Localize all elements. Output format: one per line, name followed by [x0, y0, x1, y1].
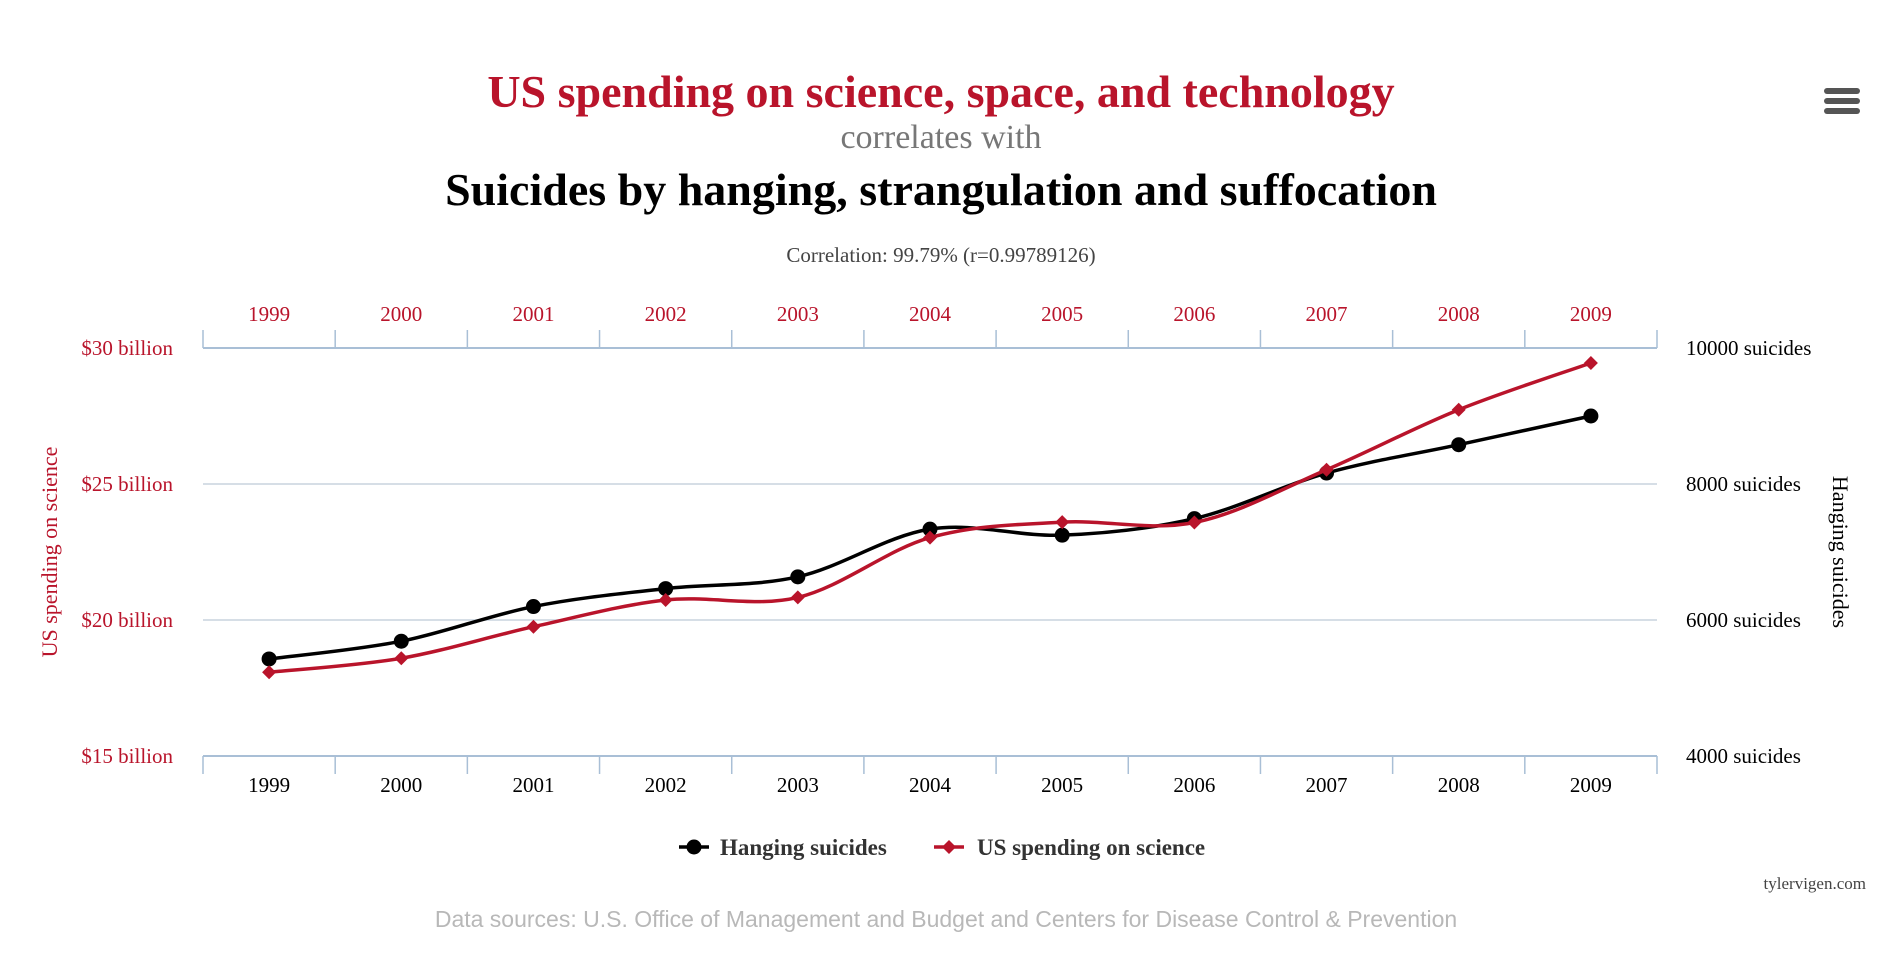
- menu-bar: [1824, 88, 1860, 94]
- spending-data-point: [1319, 462, 1334, 477]
- left-axis-tick-label: $20 billion: [81, 608, 173, 632]
- bottom-axis-tick-label: 2000: [380, 773, 422, 797]
- spending-data-point: [658, 593, 673, 608]
- hanging-data-point: [790, 569, 806, 585]
- spending-data-point: [923, 530, 937, 545]
- hanging-data-point: [658, 581, 674, 597]
- top-axis-tick-label: 2009: [1570, 302, 1612, 326]
- hanging-data-point: [922, 521, 938, 537]
- correlation-text: Correlation: 99.79% (r=0.99789126): [786, 243, 1095, 267]
- left-axis-tick-label: $15 billion: [81, 744, 173, 768]
- spending-data-point: [1451, 402, 1466, 417]
- hanging-data-point: [525, 599, 541, 615]
- chart-title: US spending on science, space, and techn…: [487, 66, 1394, 117]
- spending-data-point: [790, 590, 805, 605]
- top-axis-tick-label: 2004: [909, 302, 952, 326]
- top-axis-tick-label: 2002: [645, 302, 687, 326]
- right-axis-tick-label: 10000 suicides: [1686, 336, 1811, 360]
- bottom-axis-tick-label: 2002: [645, 773, 687, 797]
- legend-hanging-label[interactable]: Hanging suicides: [720, 835, 887, 860]
- bottom-axis-tick-label: 2004: [909, 773, 952, 797]
- hanging-data-point: [261, 651, 277, 667]
- bottom-axis-tick-label: 2007: [1306, 773, 1348, 797]
- menu-bar: [1824, 98, 1860, 104]
- bottom-axis-tick-label: 1999: [248, 773, 290, 797]
- bottom-axis-tick-label: 2008: [1438, 773, 1480, 797]
- top-axis-tick-label: 2003: [777, 302, 819, 326]
- spending-data-point: [526, 619, 541, 634]
- top-axis-tick-label: 2007: [1306, 302, 1348, 326]
- hanging-data-point: [1451, 437, 1467, 453]
- right-axis-title: Hanging suicides: [1828, 476, 1853, 628]
- right-axis-tick-label: 4000 suicides: [1686, 744, 1801, 768]
- menu-bar: [1824, 108, 1860, 114]
- hamburger-menu-icon[interactable]: [1824, 84, 1862, 118]
- bottom-axis-tick-label: 2003: [777, 773, 819, 797]
- spending-data-point: [1055, 515, 1070, 530]
- bottom-axis-tick-label: 2009: [1570, 773, 1612, 797]
- left-axis-title: US spending on science: [37, 447, 62, 658]
- right-axis-tick-label: 8000 suicides: [1686, 472, 1801, 496]
- data-sources-text: Data sources: U.S. Office of Management …: [435, 906, 1457, 932]
- bottom-axis-tick-label: 2005: [1041, 773, 1083, 797]
- right-axis-tick-label: 6000 suicides: [1686, 608, 1801, 632]
- spending-data-point: [394, 651, 409, 666]
- spending-series-line: [268, 361, 1592, 674]
- spending-data-point: [262, 665, 277, 680]
- top-axis-tick-label: 1999: [248, 302, 290, 326]
- top-axis-tick-label: 2005: [1041, 302, 1083, 326]
- hanging-data-point: [1583, 408, 1599, 424]
- top-axis-tick-label: 2000: [380, 302, 422, 326]
- legend-spending-label[interactable]: US spending on science: [977, 835, 1205, 860]
- bottom-axis-tick-label: 2001: [512, 773, 554, 797]
- top-axis-tick-label: 2008: [1438, 302, 1480, 326]
- legend-spending-marker[interactable]: [942, 840, 956, 854]
- left-axis-tick-label: $25 billion: [81, 472, 173, 496]
- hanging-data-point: [1054, 527, 1070, 543]
- left-axis-tick-label: $30 billion: [81, 336, 173, 360]
- legend-hanging-marker[interactable]: [686, 839, 702, 855]
- chart-title-secondary: Suicides by hanging, strangulation and s…: [445, 164, 1437, 215]
- spending-data-point: [1583, 355, 1598, 370]
- hanging-data-point: [393, 633, 409, 649]
- spending-data-point: [1187, 515, 1202, 530]
- bottom-axis-tick-label: 2006: [1173, 773, 1215, 797]
- top-axis-tick-label: 2006: [1173, 302, 1215, 326]
- chart-subtitle: correlates with: [840, 119, 1041, 156]
- top-axis-tick-label: 2001: [512, 302, 554, 326]
- credit-text: tylervigen.com: [1764, 874, 1866, 893]
